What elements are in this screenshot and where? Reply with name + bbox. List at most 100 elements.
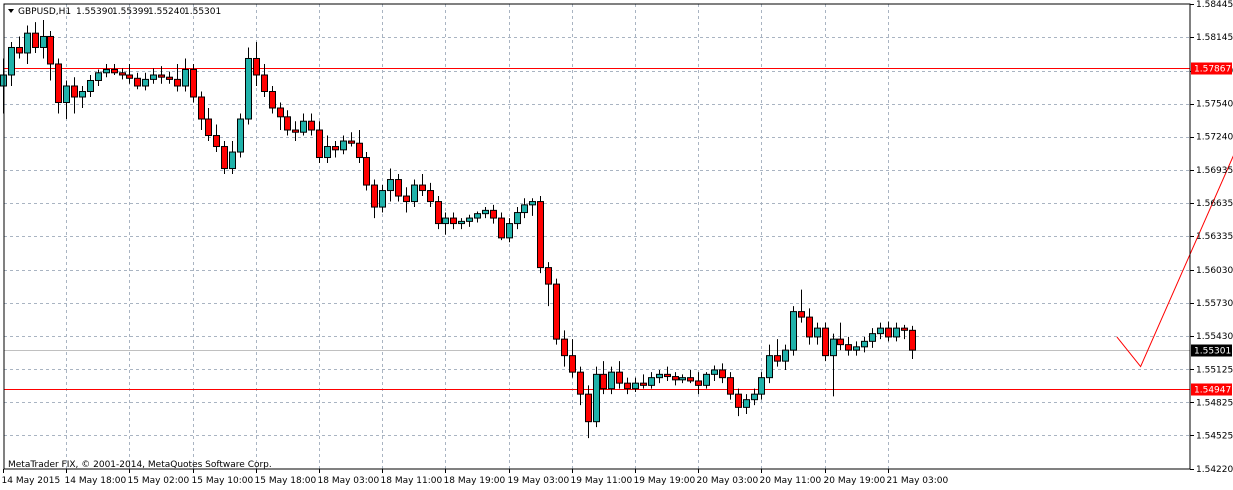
candle-body [284,116,291,131]
candle-body [490,209,497,219]
candle-body [703,373,710,386]
candle-body [419,184,426,192]
candle-body [387,179,394,192]
price-tick-label: 1.58145 [1196,33,1233,43]
candle-body [577,371,584,395]
candle-body [205,118,212,137]
candle-body [569,355,576,373]
candle-body [656,373,663,379]
time-tick-label: 14 May 18:00 [65,476,127,486]
candle-body [324,146,331,159]
candle-body [845,344,852,351]
candle-body [608,371,615,390]
candle-body [103,68,110,74]
candle-body [687,377,694,382]
candle-body [766,355,773,379]
price-tick-label: 1.54825 [1196,398,1233,408]
candle-body [16,46,23,54]
candle-body [822,327,829,357]
candle-body [885,327,892,338]
candle-body [837,338,844,346]
price-tick-label: 1.58445 [1196,0,1233,10]
current-price-tag [1191,344,1232,357]
candle-body [790,311,797,351]
candle-body [751,393,758,401]
time-tick-label: 18 May 19:00 [444,476,506,486]
candle-body [561,338,568,357]
time-tick-label: 20 May 03:00 [697,476,759,486]
candle-body [316,129,323,159]
candle-body [774,355,781,362]
candle-body [695,380,702,386]
candle-body [245,57,252,120]
candle-body [869,333,876,342]
price-tick-label: 1.56335 [1196,232,1233,242]
time-tick-label: 18 May 11:00 [381,476,443,486]
header-open: 1.55390 [76,7,113,17]
candle-body [403,195,410,203]
candle-body [861,340,868,348]
candle-body [435,201,442,225]
candle-body [71,85,78,98]
candle-body [442,217,449,225]
candle-body [529,201,536,206]
symbol-dropdown-icon[interactable] [8,9,14,13]
projection-path[interactable] [1116,79,1233,368]
price-tick-label: 1.56030 [1196,266,1233,276]
candle-body [830,338,837,357]
candle-body [79,90,86,98]
time-axis: 14 May 2015 14 May 18:00 15 May 02:00 15 Ma… [2,469,948,486]
candle-body [261,74,268,92]
candle-body [506,223,513,239]
candle-body [640,382,647,386]
candle-body [553,283,560,340]
candle-body [474,213,481,219]
candle-body [466,217,473,222]
candle-body [814,327,821,338]
candle-body [174,78,181,87]
candle-body [672,376,679,381]
time-tick-label: 19 May 03:00 [508,476,570,486]
candle-body [63,85,70,104]
time-tick-label: 14 May 2015 [2,476,61,486]
candle-body [521,204,528,214]
candle-body [126,74,133,79]
candles [0,19,916,439]
candle-body [545,267,552,285]
candle-body [332,146,339,151]
candle-body [806,316,813,338]
candle-body [40,35,47,48]
candle-body [853,346,860,351]
candle-body [458,220,465,225]
candle-body [585,393,592,423]
candle-body [711,369,718,375]
candle-body [95,72,102,81]
candle-body [379,190,386,208]
candle-body [593,373,600,423]
candle-body [348,140,355,144]
candle-body [735,393,742,408]
candle-body [537,201,544,269]
price-tick-label: 1.54525 [1196,431,1233,441]
candle-body [87,79,94,92]
price-tick-label: 1.55730 [1196,299,1233,309]
price-tick-label: 1.54220 [1196,465,1233,475]
current-price-label: 1.55301 [1194,347,1231,357]
price-tick-label: 1.56635 [1196,199,1233,209]
candle-body [514,212,521,225]
price-tick-label: 1.56935 [1196,166,1233,176]
header-close: 1.55301 [184,7,221,17]
candle-body [624,382,631,390]
candle-body [119,72,126,76]
level-price-label: 1.57867 [1194,65,1231,75]
candle-body [498,217,505,239]
candle-body [229,151,236,170]
time-tick-label: 20 May 11:00 [760,476,822,486]
candle-body [198,96,205,120]
candle-body [134,77,141,87]
candle-body [213,135,220,148]
candle-body [8,46,15,76]
time-tick-label: 20 May 19:00 [824,476,886,486]
